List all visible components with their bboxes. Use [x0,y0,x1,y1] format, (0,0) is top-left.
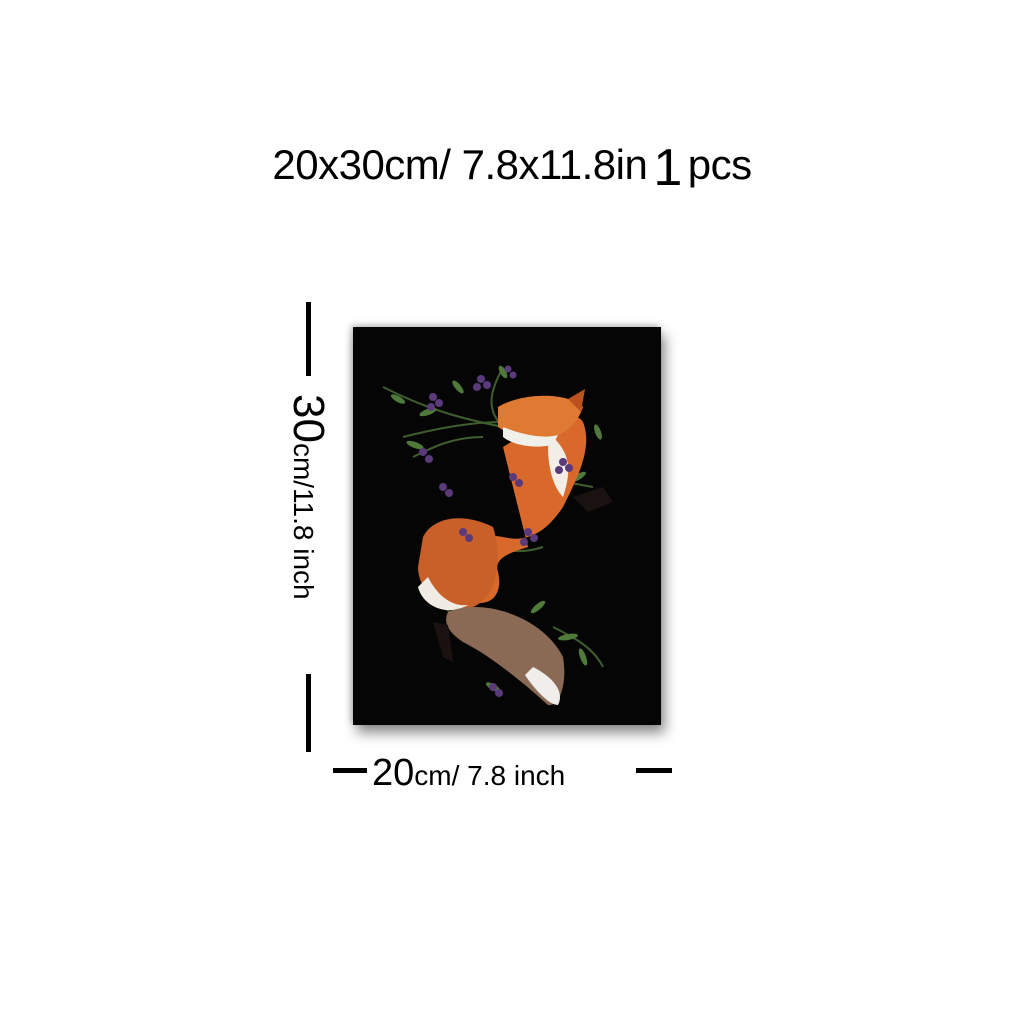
width-dimension-label: 20cm/ 7.8 inch [372,752,565,795]
canvas-print-artwork [353,327,661,725]
width-unit: cm/ 7.8 inch [414,760,566,791]
height-dimension-line-bottom [306,674,311,752]
height-number: 30 [284,394,333,443]
height-dimension-line-top [306,302,311,376]
quantity-number: 1 [653,139,682,197]
width-number: 20 [372,752,415,794]
width-dimension-line-right [636,768,672,773]
height-unit: cm/11.8 inch [288,442,319,600]
size-text: 20x30cm/ 7.8x11.8in [272,141,648,188]
product-size-title: 20x30cm/ 7.8x11.8in 1 pcs [0,140,1024,194]
height-dimension-label: 30cm/11.8 inch [283,394,333,600]
fox-artwork-illustration [353,327,661,725]
quantity-unit: pcs [687,141,752,188]
width-dimension-line-left [333,768,367,773]
